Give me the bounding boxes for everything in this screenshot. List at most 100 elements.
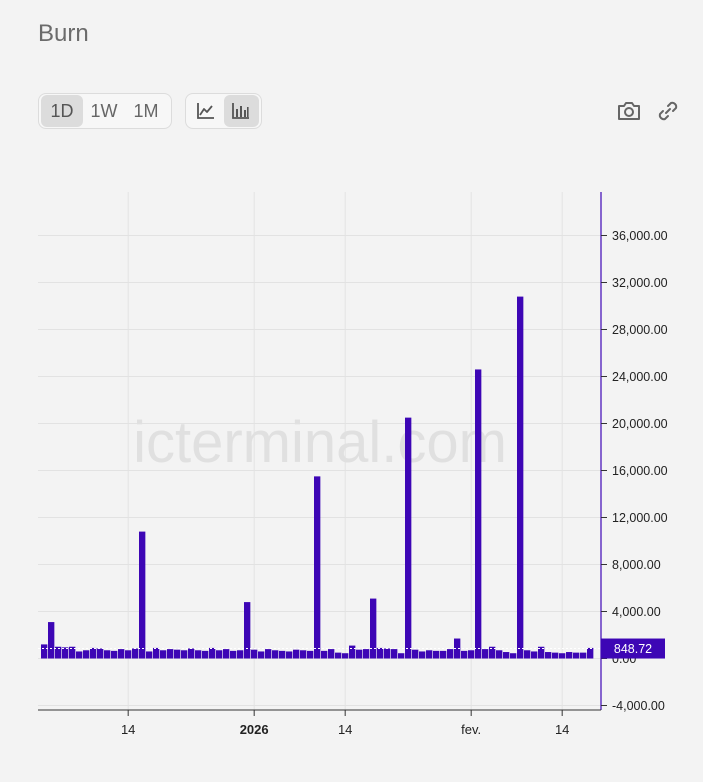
bar <box>286 651 293 659</box>
bar <box>188 648 195 659</box>
bar <box>90 647 97 659</box>
bar <box>489 646 496 659</box>
bar <box>195 650 202 659</box>
bar <box>230 650 237 659</box>
bar <box>181 650 188 659</box>
bar <box>160 650 167 659</box>
bar <box>307 650 314 659</box>
screenshot-button[interactable] <box>614 96 644 126</box>
bar <box>153 647 160 659</box>
bar <box>48 622 55 659</box>
bar <box>167 649 174 659</box>
x-tick-label: 14 <box>338 722 352 737</box>
bar <box>440 650 447 659</box>
bar <box>482 649 489 659</box>
bar <box>69 646 76 659</box>
current-value-label: 848.72 <box>614 642 652 656</box>
bar <box>447 649 454 659</box>
bar <box>321 650 328 659</box>
x-tick-label: fev. <box>461 722 481 737</box>
bar <box>293 649 300 659</box>
bar <box>391 649 398 659</box>
bar <box>580 652 587 659</box>
y-tick-label: 24,000.00 <box>612 370 668 384</box>
timeframe-1d-button[interactable]: 1D <box>41 95 83 127</box>
x-tick-label: 14 <box>121 722 135 737</box>
y-tick-label: 28,000.00 <box>612 323 668 337</box>
bar <box>468 650 475 659</box>
bar <box>461 650 468 659</box>
bar <box>356 649 363 659</box>
bar <box>412 649 419 659</box>
bar-chart-button[interactable] <box>223 95 259 127</box>
bar <box>573 652 580 659</box>
bar <box>258 651 265 659</box>
y-tick-label: 16,000.00 <box>612 464 668 478</box>
bar <box>398 653 405 659</box>
bar <box>209 647 216 659</box>
bar <box>559 653 566 659</box>
x-tick-label: 14 <box>555 722 569 737</box>
y-tick-label: -4,000.00 <box>612 699 665 713</box>
bar <box>433 650 440 659</box>
bar-series <box>41 296 594 659</box>
chart-grid <box>38 192 601 710</box>
line-chart-button[interactable] <box>188 95 224 127</box>
bar <box>328 649 335 659</box>
bar <box>517 296 524 659</box>
bar <box>97 648 104 659</box>
bar <box>118 649 125 659</box>
bar <box>223 649 230 659</box>
bar <box>216 650 223 659</box>
bar <box>566 652 573 659</box>
x-tick-label: 2026 <box>240 722 269 737</box>
bar <box>531 651 538 659</box>
y-tick-label: 20,000.00 <box>612 417 668 431</box>
current-value-badge <box>601 638 665 659</box>
line-chart-icon <box>196 103 214 119</box>
y-tick-label: 8,000.00 <box>612 558 661 572</box>
bar <box>475 369 482 659</box>
bar <box>174 649 181 659</box>
y-tick-label: 12,000.00 <box>612 511 668 525</box>
bar <box>510 653 517 659</box>
bar <box>125 650 132 659</box>
bar <box>363 649 370 659</box>
timeframe-selector: 1D 1W 1M <box>38 93 172 129</box>
bar <box>545 652 552 659</box>
bar <box>111 650 118 659</box>
bar <box>83 650 90 659</box>
bar <box>272 650 279 659</box>
timeframe-1w-button[interactable]: 1W <box>90 100 118 121</box>
bar <box>454 638 461 659</box>
timeframe-1m-button[interactable]: 1M <box>133 100 159 121</box>
bar <box>41 644 48 659</box>
camera-icon <box>618 102 640 120</box>
bar <box>370 598 377 659</box>
bar <box>503 652 510 659</box>
bar <box>335 652 342 659</box>
bar <box>342 653 349 659</box>
y-tick-label: 4,000.00 <box>612 605 661 619</box>
bar <box>405 417 412 659</box>
bar <box>132 648 139 659</box>
bar <box>587 647 594 659</box>
bar <box>146 651 153 659</box>
y-tick-label: 32,000.00 <box>612 276 668 290</box>
bar <box>251 649 258 659</box>
chart-type-selector <box>185 93 262 129</box>
bar <box>202 650 209 659</box>
bar <box>62 647 69 659</box>
bar <box>104 650 111 659</box>
copy-link-button[interactable] <box>653 96 683 126</box>
bar <box>426 650 433 659</box>
bar <box>419 651 426 659</box>
bar <box>55 646 62 659</box>
bar <box>377 647 384 659</box>
bar <box>384 648 391 659</box>
link-icon <box>658 101 678 121</box>
bar <box>552 652 559 659</box>
bar <box>139 531 146 659</box>
bar <box>300 650 307 659</box>
